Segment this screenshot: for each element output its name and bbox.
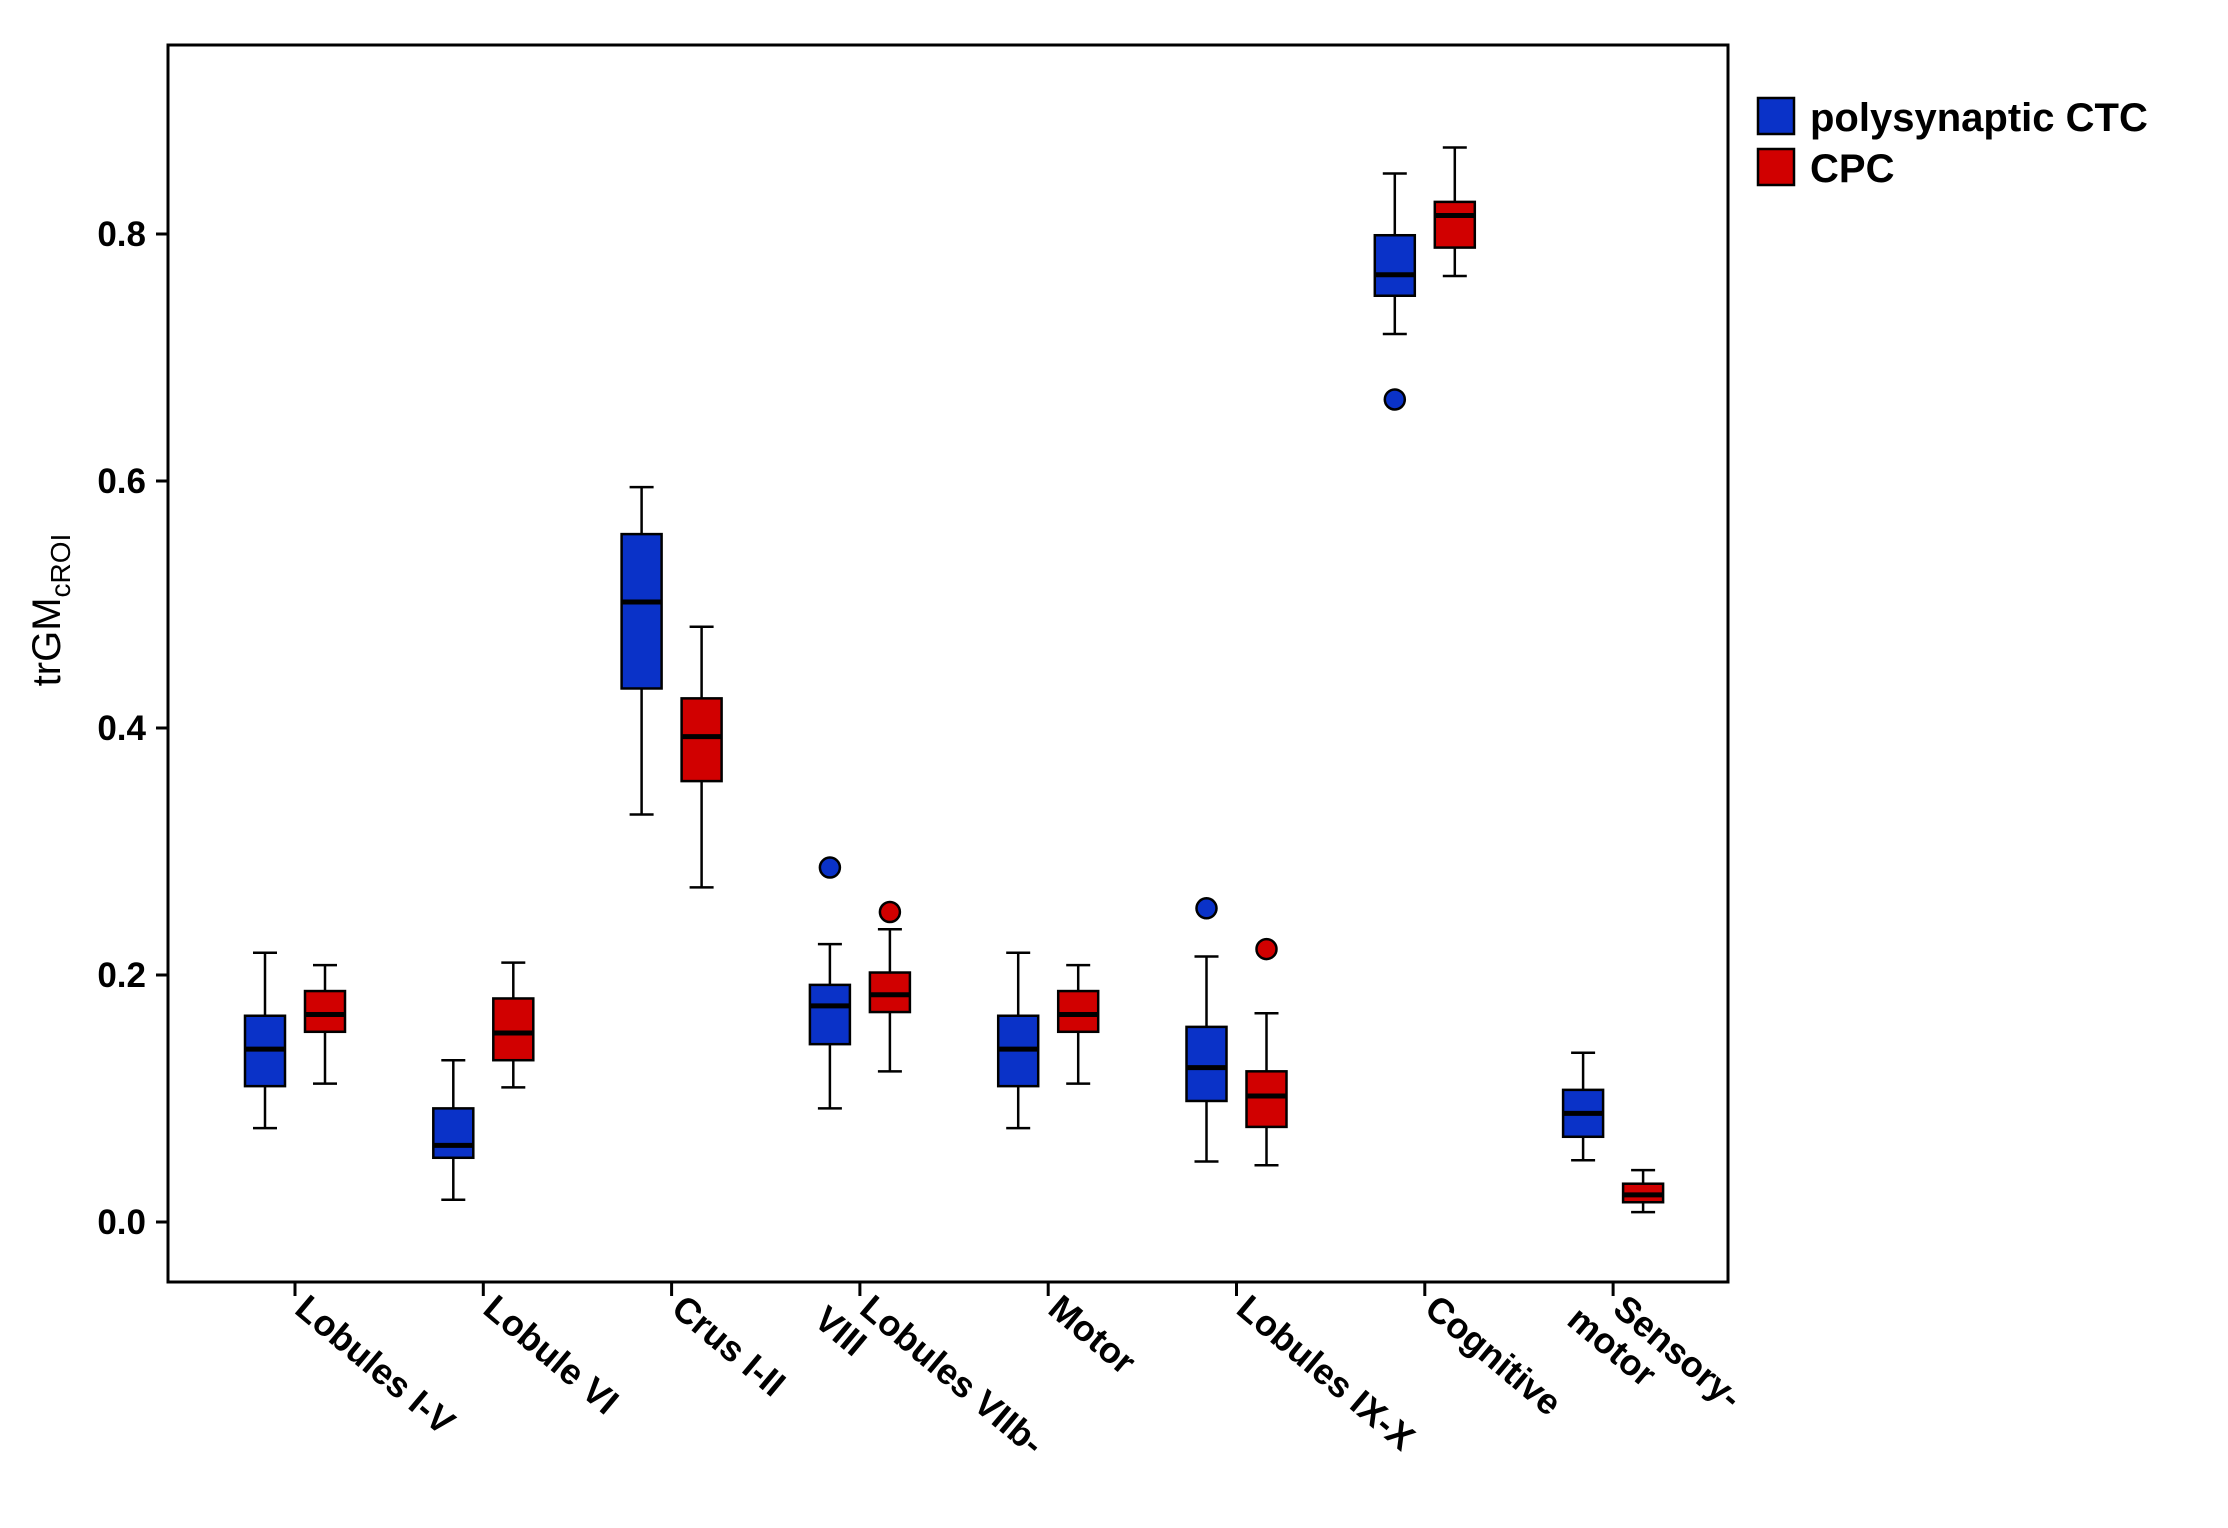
iqr-box	[1185, 1025, 1228, 1103]
box-polysynaptic-ctc	[620, 485, 663, 816]
box-cpc	[1245, 937, 1288, 1167]
x-category-label: Lobules IX-X	[1229, 1287, 1422, 1459]
box-cpc	[303, 963, 347, 1085]
x-category-label: Crus I-II	[664, 1287, 793, 1405]
x-category-label-line: Cognitive	[1418, 1287, 1570, 1424]
x-category-label: Motor	[1041, 1287, 1144, 1383]
y-tick-label: 0.2	[97, 956, 146, 995]
y-axis: 0.0 0.2 0.4 0.6 0.8	[97, 215, 168, 1242]
box-cpc	[1433, 146, 1477, 278]
x-category-label-line: Motor	[1041, 1287, 1144, 1383]
x-category-label-line: Crus I-II	[664, 1287, 793, 1405]
box-polysynaptic-ctc	[432, 1058, 475, 1202]
box-cpc	[1621, 1168, 1665, 1214]
outlier-point	[818, 856, 842, 879]
iqr-box	[680, 697, 723, 783]
outlier-point	[1195, 897, 1218, 920]
y-axis-label-main: trGM	[25, 597, 69, 686]
iqr-box	[1433, 200, 1477, 249]
legend-swatch-polysynaptic-ctc	[1756, 96, 1796, 136]
y-tick-label: 0.4	[97, 709, 146, 748]
box-polysynaptic-ctc	[1373, 172, 1417, 411]
box-polysynaptic-ctc	[243, 951, 287, 1130]
y-tick-label: 0.6	[97, 462, 146, 501]
x-axis: Lobules I-V Lobule VI Crus I-II Lobules VII…	[288, 1269, 1750, 1493]
outlier-point	[1255, 937, 1278, 961]
y-tick-label: 0.8	[97, 215, 146, 254]
x-category-label-line: Lobules VIIb-	[853, 1287, 1052, 1464]
box-polysynaptic-ctc	[808, 856, 852, 1110]
y-tick-label: 0.0	[97, 1203, 146, 1242]
legend-label-polysynaptic-ctc: polysynaptic CTC	[1810, 96, 2148, 140]
x-category-label: Lobules I-V	[288, 1287, 463, 1443]
legend: polysynaptic CTC CPC	[1756, 96, 2148, 191]
box-cpc	[680, 625, 723, 889]
x-category-label-line: Lobules IX-X	[1229, 1287, 1422, 1459]
box-cpc	[868, 900, 912, 1073]
x-category-label: Sensory-motor	[1560, 1269, 1750, 1447]
x-category-label-line: Lobule VI	[476, 1287, 626, 1423]
y-axis-label: trGMcROI	[25, 534, 76, 687]
box-series	[243, 146, 1665, 1214]
plot-frame	[166, 43, 1730, 1284]
box-cpc	[492, 961, 535, 1089]
legend-swatch-cpc	[1756, 147, 1796, 187]
box-polysynaptic-ctc	[1561, 1051, 1605, 1162]
x-category-label: Cognitive	[1418, 1287, 1570, 1424]
iqr-box	[1056, 989, 1100, 1034]
y-axis-label-subscript: cROI	[45, 534, 76, 598]
iqr-box	[1373, 233, 1417, 297]
x-category-label-line: Lobules I-V	[288, 1287, 463, 1443]
box-polysynaptic-ctc	[1185, 897, 1228, 1163]
iqr-box	[808, 983, 852, 1046]
iqr-box	[492, 997, 535, 1062]
box-polysynaptic-ctc	[996, 951, 1040, 1130]
outlier-point	[878, 900, 902, 924]
iqr-box	[303, 989, 347, 1034]
legend-label-cpc: CPC	[1810, 147, 1894, 191]
x-category-label: Lobules VIIb-VIII	[807, 1269, 1052, 1493]
x-category-label: Lobule VI	[476, 1287, 626, 1423]
outlier-point	[1383, 388, 1407, 411]
iqr-box	[432, 1107, 475, 1160]
iqr-box	[620, 532, 663, 690]
box-cpc	[1056, 963, 1100, 1085]
iqr-box	[1245, 1070, 1288, 1129]
